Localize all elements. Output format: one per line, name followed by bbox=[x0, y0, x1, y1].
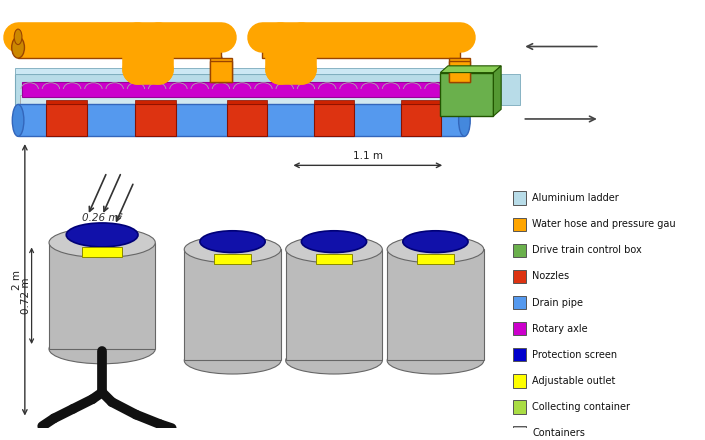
Bar bbox=[227, 99, 267, 104]
Ellipse shape bbox=[403, 231, 468, 253]
Bar bbox=[18, 104, 465, 136]
Bar bbox=[82, 247, 122, 257]
Bar bbox=[46, 104, 87, 136]
Bar bbox=[449, 61, 470, 82]
Bar bbox=[46, 99, 87, 104]
Bar bbox=[135, 104, 176, 136]
Ellipse shape bbox=[286, 236, 382, 263]
Bar bbox=[16, 68, 474, 73]
Bar bbox=[513, 426, 526, 440]
Bar bbox=[501, 73, 520, 106]
Ellipse shape bbox=[387, 347, 484, 374]
Ellipse shape bbox=[459, 104, 470, 136]
Ellipse shape bbox=[184, 347, 281, 374]
Bar bbox=[227, 104, 267, 136]
Bar bbox=[135, 58, 157, 82]
Ellipse shape bbox=[49, 334, 155, 364]
Bar bbox=[513, 322, 526, 335]
Bar bbox=[25, 434, 60, 440]
Bar bbox=[20, 95, 470, 106]
Text: Water hose and pressure gau: Water hose and pressure gau bbox=[532, 219, 675, 229]
Text: Collecting container: Collecting container bbox=[532, 402, 630, 412]
Bar bbox=[513, 217, 526, 231]
Ellipse shape bbox=[302, 231, 367, 253]
Text: Containers: Containers bbox=[532, 428, 585, 438]
Text: Rotary axle: Rotary axle bbox=[532, 323, 588, 334]
Polygon shape bbox=[493, 66, 501, 116]
Bar bbox=[513, 244, 526, 257]
Bar bbox=[49, 242, 155, 349]
Bar bbox=[16, 73, 474, 106]
Text: 1.1 m: 1.1 m bbox=[352, 150, 383, 161]
Bar bbox=[440, 73, 494, 116]
Bar bbox=[154, 436, 189, 440]
Bar bbox=[417, 254, 453, 264]
Bar bbox=[513, 348, 526, 361]
Ellipse shape bbox=[14, 29, 22, 44]
Text: Nozzles: Nozzles bbox=[532, 271, 569, 282]
Bar bbox=[314, 104, 355, 136]
Ellipse shape bbox=[25, 429, 60, 439]
Bar bbox=[286, 249, 382, 360]
Ellipse shape bbox=[66, 223, 138, 247]
Bar bbox=[316, 254, 352, 264]
Bar bbox=[513, 400, 526, 414]
Bar bbox=[513, 191, 526, 205]
Text: 2 m: 2 m bbox=[12, 270, 22, 290]
Ellipse shape bbox=[387, 236, 484, 263]
Ellipse shape bbox=[200, 231, 265, 253]
Ellipse shape bbox=[286, 347, 382, 374]
Ellipse shape bbox=[49, 228, 155, 257]
Bar bbox=[513, 296, 526, 309]
Bar bbox=[135, 99, 176, 104]
Bar bbox=[262, 37, 460, 58]
Bar bbox=[184, 249, 281, 360]
Text: Protection screen: Protection screen bbox=[532, 350, 617, 359]
Bar bbox=[449, 58, 470, 82]
Polygon shape bbox=[440, 66, 501, 73]
Text: Drain pipe: Drain pipe bbox=[532, 297, 583, 308]
Bar bbox=[280, 61, 301, 82]
Text: Drive train control box: Drive train control box bbox=[532, 246, 642, 255]
Ellipse shape bbox=[154, 431, 189, 440]
Ellipse shape bbox=[12, 104, 24, 136]
Text: 0.26 m²: 0.26 m² bbox=[82, 213, 123, 224]
Bar bbox=[18, 37, 221, 58]
Bar bbox=[400, 104, 441, 136]
Bar bbox=[387, 249, 484, 360]
Text: Aluminium ladder: Aluminium ladder bbox=[532, 193, 619, 203]
Bar bbox=[214, 254, 251, 264]
Bar bbox=[22, 82, 462, 97]
Text: 0.72 m: 0.72 m bbox=[21, 278, 31, 314]
Ellipse shape bbox=[184, 236, 281, 263]
Bar bbox=[513, 374, 526, 388]
Bar bbox=[16, 106, 474, 109]
Bar bbox=[280, 58, 301, 82]
Text: Adjustable outlet: Adjustable outlet bbox=[532, 376, 615, 386]
Bar bbox=[513, 270, 526, 283]
Bar bbox=[210, 61, 231, 82]
Bar bbox=[314, 99, 355, 104]
Ellipse shape bbox=[12, 37, 25, 58]
Bar bbox=[400, 99, 441, 104]
Bar bbox=[210, 58, 231, 82]
Bar bbox=[135, 61, 157, 82]
